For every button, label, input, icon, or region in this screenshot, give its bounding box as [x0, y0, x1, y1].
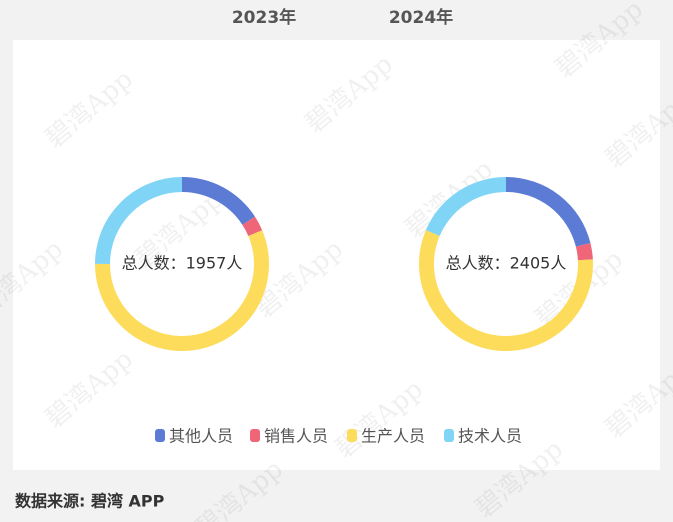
legend-marker [444, 429, 454, 442]
center-label: 总人数：2405人 [446, 254, 567, 273]
donut-segment [506, 177, 591, 247]
legend-marker [155, 429, 165, 442]
center-label: 总人数：1957人 [122, 254, 243, 273]
legend-label: 其他人员 [169, 427, 233, 446]
chart-title: 2023年 [232, 7, 296, 28]
panel [13, 40, 660, 470]
legend-label: 生产人员 [361, 427, 425, 446]
chart-title: 2024年 [389, 7, 453, 28]
donut-segment [182, 177, 255, 225]
legend-label: 销售人员 [264, 427, 328, 446]
legend-marker [347, 429, 357, 442]
donut-segment [575, 243, 593, 261]
donut-segment [425, 177, 506, 236]
donut-segment [418, 230, 593, 351]
donut-segment [94, 230, 269, 351]
legend-marker [250, 429, 260, 442]
donut-segment [95, 177, 182, 264]
legend-label: 技术人员 [458, 427, 522, 446]
donut-segment [242, 216, 263, 237]
source: 数据来源: 碧湾 APP [15, 492, 165, 511]
